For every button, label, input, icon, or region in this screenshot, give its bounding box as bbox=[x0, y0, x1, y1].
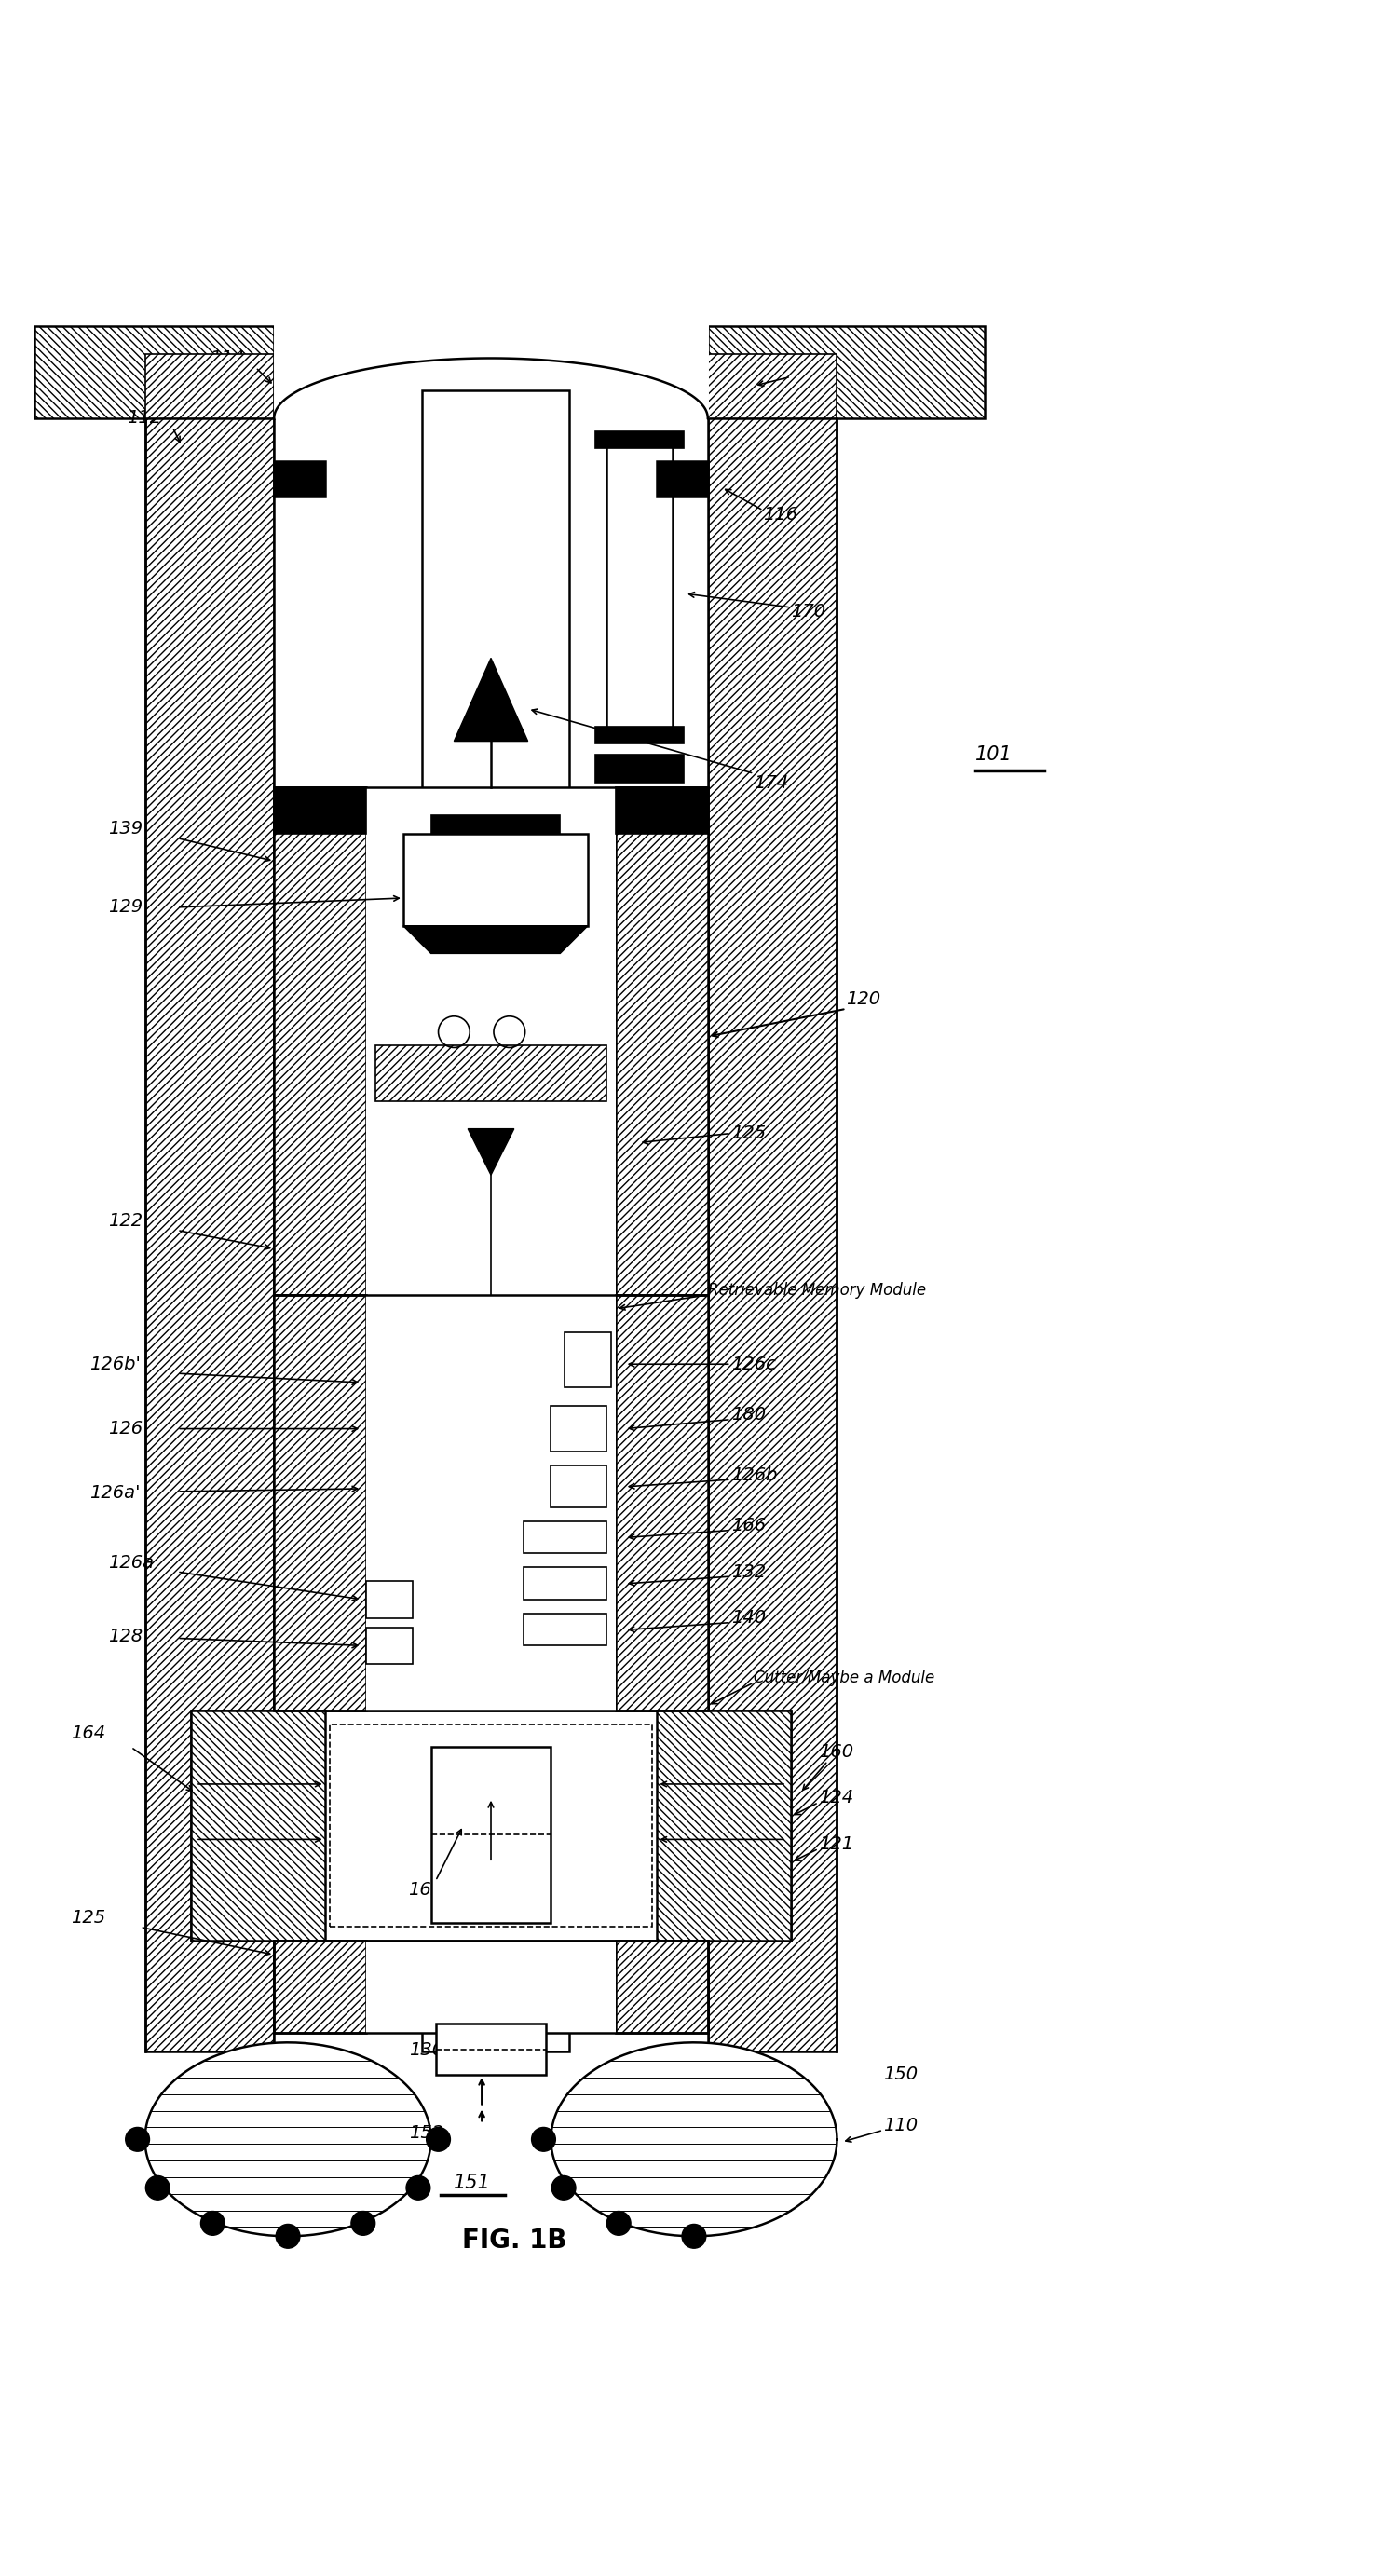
Bar bbox=[366, 1628, 412, 1664]
Bar bbox=[430, 814, 560, 835]
Bar bbox=[144, 353, 274, 417]
Bar bbox=[274, 392, 708, 2050]
Bar bbox=[403, 835, 588, 925]
Text: 174: 174 bbox=[754, 773, 788, 791]
Bar bbox=[366, 788, 616, 1296]
Circle shape bbox=[606, 2210, 631, 2236]
Bar bbox=[274, 461, 324, 497]
Polygon shape bbox=[551, 2043, 837, 2236]
Text: 170: 170 bbox=[791, 603, 825, 621]
Bar bbox=[274, 1940, 366, 2032]
Circle shape bbox=[682, 2223, 705, 2249]
Bar bbox=[616, 1940, 708, 2032]
Bar bbox=[595, 430, 683, 448]
Bar bbox=[708, 392, 837, 2050]
Text: 132: 132 bbox=[732, 1564, 766, 1582]
Polygon shape bbox=[403, 925, 588, 953]
Text: Retrievable Memory Module: Retrievable Memory Module bbox=[708, 1283, 925, 1298]
Circle shape bbox=[351, 2210, 375, 2236]
Bar bbox=[191, 1710, 324, 1940]
Circle shape bbox=[426, 2128, 451, 2151]
Text: 166: 166 bbox=[732, 1517, 766, 1535]
Bar bbox=[436, 2025, 546, 2074]
Text: 126a: 126a bbox=[109, 1553, 154, 1571]
Bar bbox=[366, 1582, 412, 1618]
Bar bbox=[657, 461, 708, 497]
Text: 139: 139 bbox=[109, 819, 143, 837]
Bar bbox=[274, 1296, 366, 1710]
Text: 164: 164 bbox=[72, 1723, 106, 1741]
Bar bbox=[366, 1296, 616, 1710]
Bar bbox=[551, 1466, 606, 1507]
Text: 124: 124 bbox=[818, 1790, 852, 1806]
Text: 121: 121 bbox=[818, 1834, 852, 1852]
Text: 110: 110 bbox=[883, 2117, 917, 2136]
Bar bbox=[144, 392, 274, 2050]
Text: 125: 125 bbox=[732, 1126, 766, 1141]
Bar bbox=[524, 1613, 606, 1646]
Text: 126a': 126a' bbox=[89, 1484, 140, 1502]
Polygon shape bbox=[454, 657, 528, 742]
Text: 152: 152 bbox=[408, 2125, 444, 2141]
Text: 128: 128 bbox=[109, 1628, 143, 1646]
Bar bbox=[430, 1747, 551, 1922]
Text: 126: 126 bbox=[109, 1419, 143, 1437]
Text: 116: 116 bbox=[763, 507, 797, 523]
Text: 140: 140 bbox=[732, 1610, 766, 1628]
Bar bbox=[524, 1566, 606, 1600]
Text: 150: 150 bbox=[883, 2066, 917, 2084]
Bar bbox=[616, 1296, 708, 1710]
Text: 126b: 126b bbox=[732, 1466, 777, 1484]
Bar bbox=[565, 1332, 610, 1388]
Bar bbox=[524, 1520, 606, 1553]
Bar bbox=[595, 755, 683, 783]
Text: 129: 129 bbox=[109, 899, 143, 917]
Text: 112: 112 bbox=[126, 410, 161, 428]
Text: 126c: 126c bbox=[732, 1355, 775, 1373]
Text: 118: 118 bbox=[791, 358, 825, 376]
Circle shape bbox=[276, 2223, 300, 2249]
Bar bbox=[595, 726, 683, 742]
Bar bbox=[616, 788, 708, 1296]
Bar bbox=[330, 1723, 652, 1927]
Bar bbox=[274, 788, 366, 835]
Bar bbox=[616, 788, 708, 835]
Circle shape bbox=[125, 2128, 150, 2151]
Text: 120: 120 bbox=[846, 992, 881, 1007]
Bar bbox=[34, 327, 274, 417]
Bar bbox=[606, 446, 672, 742]
Text: 114: 114 bbox=[209, 350, 245, 366]
Text: 160: 160 bbox=[818, 1744, 852, 1759]
Circle shape bbox=[532, 2128, 556, 2151]
Circle shape bbox=[201, 2210, 224, 2236]
Bar bbox=[274, 788, 366, 1296]
Bar bbox=[708, 327, 984, 417]
Bar bbox=[657, 1710, 791, 1940]
Text: 101: 101 bbox=[975, 744, 1012, 765]
Text: 122: 122 bbox=[109, 1213, 143, 1229]
Circle shape bbox=[551, 2177, 576, 2200]
Text: FIG. 1B: FIG. 1B bbox=[462, 2228, 566, 2254]
Text: 162: 162 bbox=[408, 1880, 443, 1899]
Polygon shape bbox=[144, 2043, 430, 2236]
Text: 180: 180 bbox=[732, 1406, 766, 1425]
Bar bbox=[191, 1710, 791, 1940]
Bar bbox=[708, 353, 837, 417]
Text: 130: 130 bbox=[408, 2040, 444, 2058]
Text: 151: 151 bbox=[454, 2174, 491, 2192]
Text: 125: 125 bbox=[72, 1909, 106, 1927]
Circle shape bbox=[146, 2177, 169, 2200]
Bar bbox=[375, 1046, 606, 1100]
Bar bbox=[422, 392, 569, 2050]
Text: 126b': 126b' bbox=[89, 1355, 140, 1373]
Text: Cutter/Maybe a Module: Cutter/Maybe a Module bbox=[754, 1669, 935, 1687]
Circle shape bbox=[406, 2177, 430, 2200]
Polygon shape bbox=[468, 1128, 514, 1175]
Bar bbox=[551, 1406, 606, 1453]
Bar bbox=[366, 1940, 616, 2032]
